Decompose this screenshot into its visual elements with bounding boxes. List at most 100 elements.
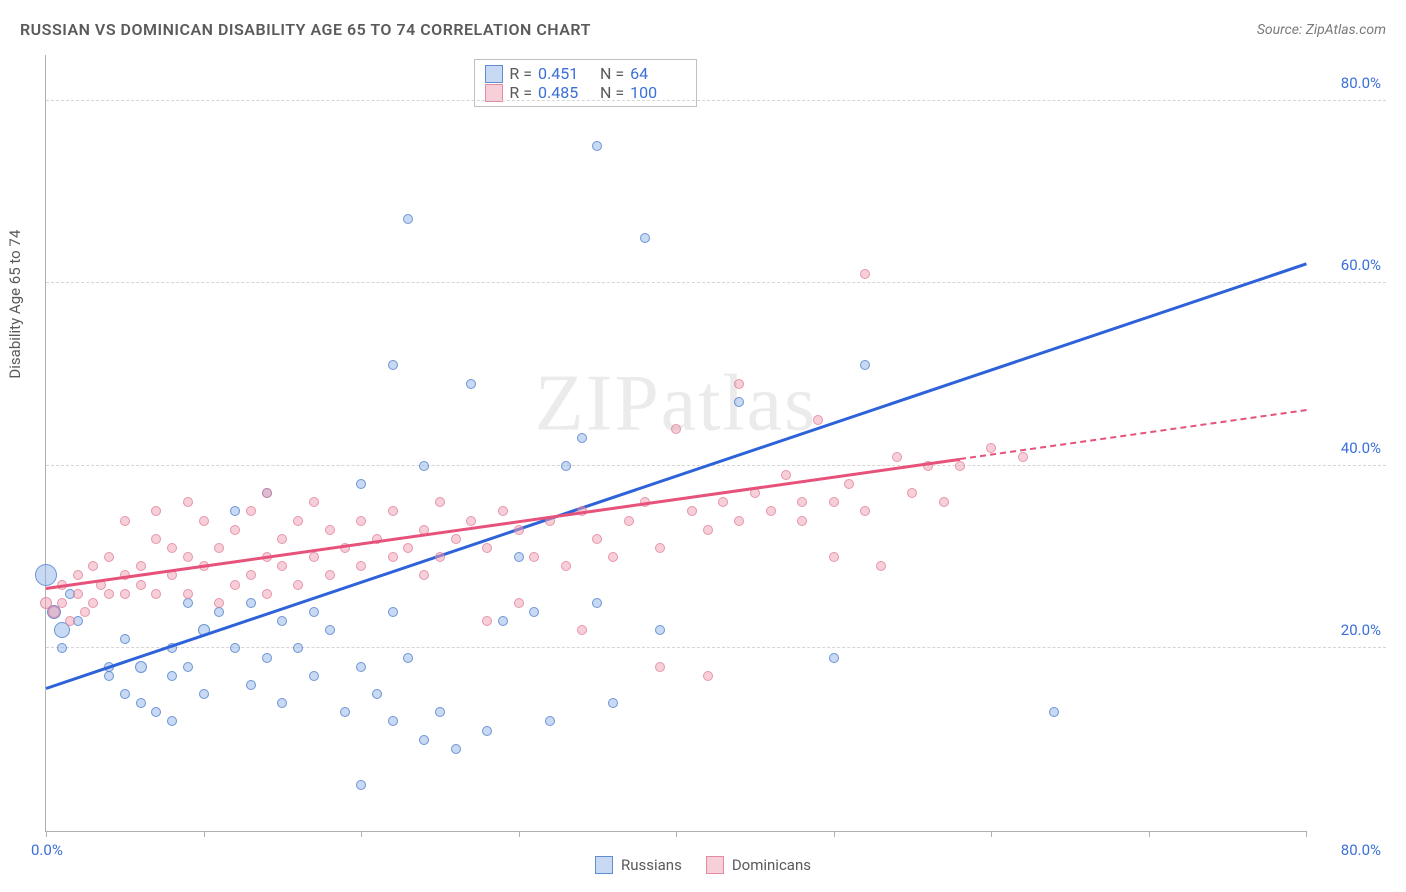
data-point	[466, 379, 476, 389]
data-point	[104, 671, 114, 681]
data-point	[88, 598, 98, 608]
data-point	[73, 589, 83, 599]
data-point	[309, 607, 319, 617]
trendline	[46, 458, 960, 590]
data-point	[939, 497, 949, 507]
data-point	[482, 616, 492, 626]
data-point	[435, 552, 445, 562]
yaxis-tick-label: 80.0%	[1341, 74, 1381, 92]
data-point	[388, 716, 398, 726]
data-point	[277, 561, 287, 571]
data-point	[561, 561, 571, 571]
data-point	[435, 707, 445, 717]
data-point	[529, 552, 539, 562]
data-point	[451, 534, 461, 544]
data-point	[183, 662, 193, 672]
data-point	[734, 379, 744, 389]
data-point	[797, 516, 807, 526]
data-point	[529, 607, 539, 617]
data-point	[876, 561, 886, 571]
data-point	[640, 233, 650, 243]
data-point	[860, 269, 870, 279]
data-point	[183, 598, 193, 608]
data-point	[356, 561, 366, 571]
data-point	[120, 689, 130, 699]
swatch-blue-icon	[485, 65, 503, 83]
data-point	[624, 516, 634, 526]
data-point	[57, 598, 67, 608]
data-point	[167, 716, 177, 726]
data-point	[262, 488, 272, 498]
data-point	[388, 360, 398, 370]
data-point	[104, 552, 114, 562]
data-point	[1018, 452, 1028, 462]
data-point	[120, 516, 130, 526]
yaxis-tick-label: 40.0%	[1341, 439, 1381, 457]
data-point	[356, 662, 366, 672]
data-point	[167, 671, 177, 681]
data-point	[65, 616, 75, 626]
trendline	[46, 263, 1307, 690]
gridline	[46, 100, 1386, 101]
data-point	[230, 643, 240, 653]
data-point	[388, 552, 398, 562]
data-point	[766, 506, 776, 516]
legend-label: Russians	[621, 856, 682, 874]
data-point	[183, 552, 193, 562]
data-point	[246, 680, 256, 690]
data-point	[451, 744, 461, 754]
data-point	[892, 452, 902, 462]
stat-r-label: R =	[509, 64, 532, 83]
xaxis-tick	[204, 831, 205, 837]
data-point	[88, 561, 98, 571]
data-point	[57, 643, 67, 653]
data-point	[372, 689, 382, 699]
data-point	[577, 433, 587, 443]
data-point	[325, 570, 335, 580]
data-point	[419, 735, 429, 745]
data-point	[151, 534, 161, 544]
data-point	[35, 564, 57, 586]
data-point	[246, 598, 256, 608]
data-point	[356, 516, 366, 526]
stat-n-label: N =	[600, 64, 624, 83]
data-point	[151, 506, 161, 516]
yaxis-tick-label: 60.0%	[1341, 256, 1381, 274]
data-point	[136, 580, 146, 590]
data-point	[104, 589, 114, 599]
chart-title: RUSSIAN VS DOMINICAN DISABILITY AGE 65 T…	[20, 20, 591, 39]
plot-area: ZIPatlas R = 0.451 N = 64 R = 0.485 N = …	[45, 55, 1306, 832]
data-point	[120, 589, 130, 599]
data-point	[844, 479, 854, 489]
data-point	[73, 570, 83, 580]
data-point	[860, 360, 870, 370]
data-point	[48, 606, 60, 618]
data-point	[356, 780, 366, 790]
data-point	[514, 598, 524, 608]
data-point	[262, 589, 272, 599]
data-point	[955, 461, 965, 471]
xaxis-label-left: 0.0%	[31, 841, 63, 859]
data-point	[482, 726, 492, 736]
data-point	[277, 534, 287, 544]
bottom-legend: Russians Dominicans	[595, 856, 811, 874]
data-point	[151, 707, 161, 717]
xaxis-tick	[1149, 831, 1150, 837]
data-point	[655, 625, 665, 635]
data-point	[309, 497, 319, 507]
stats-row-russians: R = 0.451 N = 64	[485, 64, 686, 83]
data-point	[829, 653, 839, 663]
gridline	[46, 647, 1386, 648]
yaxis-tick-label: 20.0%	[1341, 621, 1381, 639]
data-point	[403, 214, 413, 224]
data-point	[246, 570, 256, 580]
data-point	[325, 525, 335, 535]
data-point	[293, 580, 303, 590]
data-point	[561, 461, 571, 471]
legend-item-dominicans: Dominicans	[706, 856, 811, 874]
data-point	[671, 424, 681, 434]
trendline-dashed	[959, 409, 1306, 460]
data-point	[136, 561, 146, 571]
data-point	[514, 552, 524, 562]
data-point	[356, 479, 366, 489]
